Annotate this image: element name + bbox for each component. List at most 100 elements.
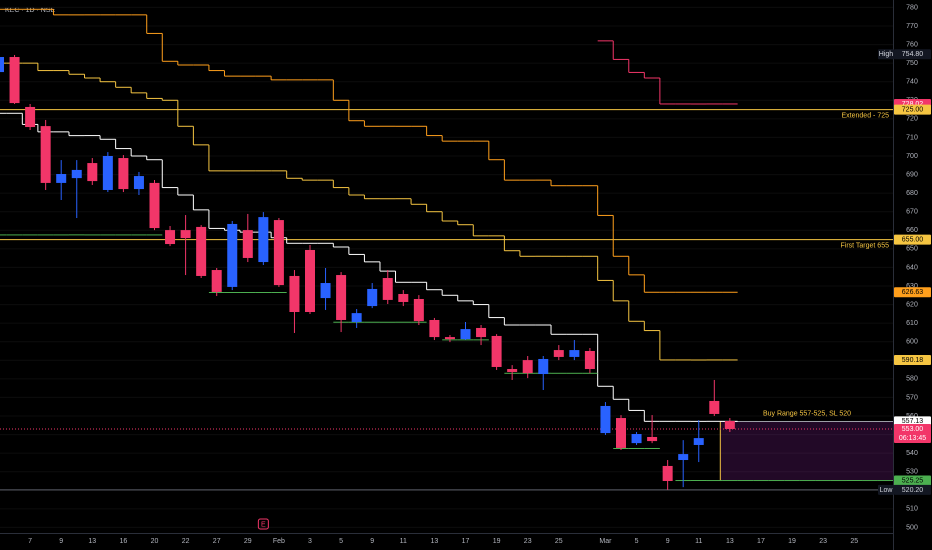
x-tick-label: 13 — [431, 538, 439, 545]
y-tick-label: 680 — [906, 190, 918, 197]
overlay-connector — [52, 9, 645, 293]
candle-body — [709, 400, 720, 414]
candle-body — [429, 319, 440, 338]
price-label-box — [894, 354, 931, 365]
candle-body — [724, 421, 735, 429]
price-label-box — [894, 104, 931, 115]
candle-body — [616, 418, 626, 448]
price-tag: High — [879, 51, 894, 58]
y-tick-label: 570 — [906, 394, 918, 401]
price-label: 525.25 — [902, 477, 924, 484]
level-note: First Target 655 — [840, 242, 889, 249]
price-label: 590.18 — [902, 357, 924, 364]
chart-title: KEC · 1D · NSE — [5, 7, 56, 14]
price-label: 626.63 — [902, 289, 924, 296]
candle-body — [227, 223, 238, 287]
plot-area — [0, 6, 893, 528]
x-tick-label: 9 — [666, 538, 670, 545]
x-tick-label: 11 — [400, 538, 407, 545]
price-tag: Low — [880, 487, 894, 494]
y-tick-label: 500 — [906, 524, 918, 531]
x-tick-label: Feb — [273, 538, 285, 545]
x-tick-label: 17 — [462, 538, 470, 545]
x-tick-label: 5 — [339, 538, 343, 545]
x-tick-label: 13 — [88, 538, 96, 545]
candle-body — [242, 230, 253, 258]
candle-body — [647, 436, 658, 442]
overlay-connector — [612, 40, 661, 104]
x-tick-label: 13 — [726, 538, 734, 545]
candle-body — [305, 249, 315, 312]
candle-body — [413, 299, 424, 322]
x-tick-label: 11 — [695, 538, 702, 545]
y-tick-label: 660 — [906, 227, 918, 234]
price-label: 520.20 — [902, 487, 924, 494]
x-tick-label: 3 — [308, 538, 312, 545]
price-label-box — [894, 287, 931, 298]
candle-body — [522, 360, 533, 374]
price-label-box — [894, 416, 931, 427]
candle-body — [211, 270, 222, 292]
price-label: 553.00 — [902, 426, 924, 433]
y-tick-label: 610 — [906, 320, 918, 327]
x-tick-label: 27 — [213, 538, 221, 545]
candle-body — [678, 454, 689, 461]
overlay-connector — [21, 113, 645, 422]
candle-body — [351, 313, 362, 323]
price-label: 725.00 — [902, 106, 924, 113]
y-tick-label: 530 — [906, 469, 918, 476]
candle-body — [538, 358, 549, 375]
candle-body — [382, 278, 393, 300]
candle-body — [398, 293, 409, 302]
earnings-marker: E — [261, 521, 266, 528]
x-tick-label: 19 — [493, 538, 501, 545]
candle-body — [118, 158, 129, 190]
x-tick-label: 9 — [59, 538, 63, 545]
x-tick-label: 22 — [182, 538, 190, 545]
candle-body — [662, 465, 673, 481]
y-tick-label: 510 — [906, 506, 918, 513]
range-box — [720, 421, 893, 481]
price-label-box — [894, 484, 931, 495]
candle-body — [71, 169, 82, 179]
y-tick-label: 600 — [906, 339, 918, 346]
x-tick-label: 23 — [524, 538, 532, 545]
x-tick-label: 7 — [28, 538, 32, 545]
candle-body — [476, 327, 487, 338]
x-tick-label: 19 — [788, 538, 796, 545]
candle-body — [25, 106, 36, 128]
price-label-sub: 06:13:45 — [899, 435, 926, 442]
y-tick-label: 780 — [906, 4, 918, 11]
y-tick-label: 630 — [906, 283, 918, 290]
price-label-box — [894, 234, 931, 245]
candle-body — [507, 369, 518, 372]
y-tick-label: 720 — [906, 116, 918, 123]
y-tick-label: 580 — [906, 376, 918, 383]
overlay-connector — [37, 63, 661, 360]
candle-body — [693, 438, 704, 445]
candle-body — [600, 405, 611, 434]
x-tick-label: 23 — [819, 538, 827, 545]
candle-body — [569, 350, 580, 357]
candle-body — [367, 288, 378, 307]
candle-body — [87, 163, 98, 182]
x-tick-label: 25 — [850, 538, 858, 545]
y-tick-label: 760 — [906, 41, 918, 48]
candle-body — [444, 337, 455, 340]
x-tick-label: 5 — [635, 538, 639, 545]
y-tick-label: 640 — [906, 264, 918, 271]
candle-body — [553, 350, 564, 357]
range-box-label: Buy Range 557-525, SL 520 — [763, 410, 851, 417]
x-tick-label: 17 — [757, 538, 765, 545]
price-label: 655.00 — [902, 236, 924, 243]
candle-body — [258, 217, 269, 263]
candle-body — [165, 230, 176, 245]
candle-body — [631, 434, 642, 444]
candle-body — [56, 174, 67, 183]
candle-body — [289, 275, 300, 312]
price-label: 557.13 — [902, 418, 924, 425]
y-tick-label: 690 — [906, 171, 918, 178]
y-tick-label: 650 — [906, 246, 918, 253]
